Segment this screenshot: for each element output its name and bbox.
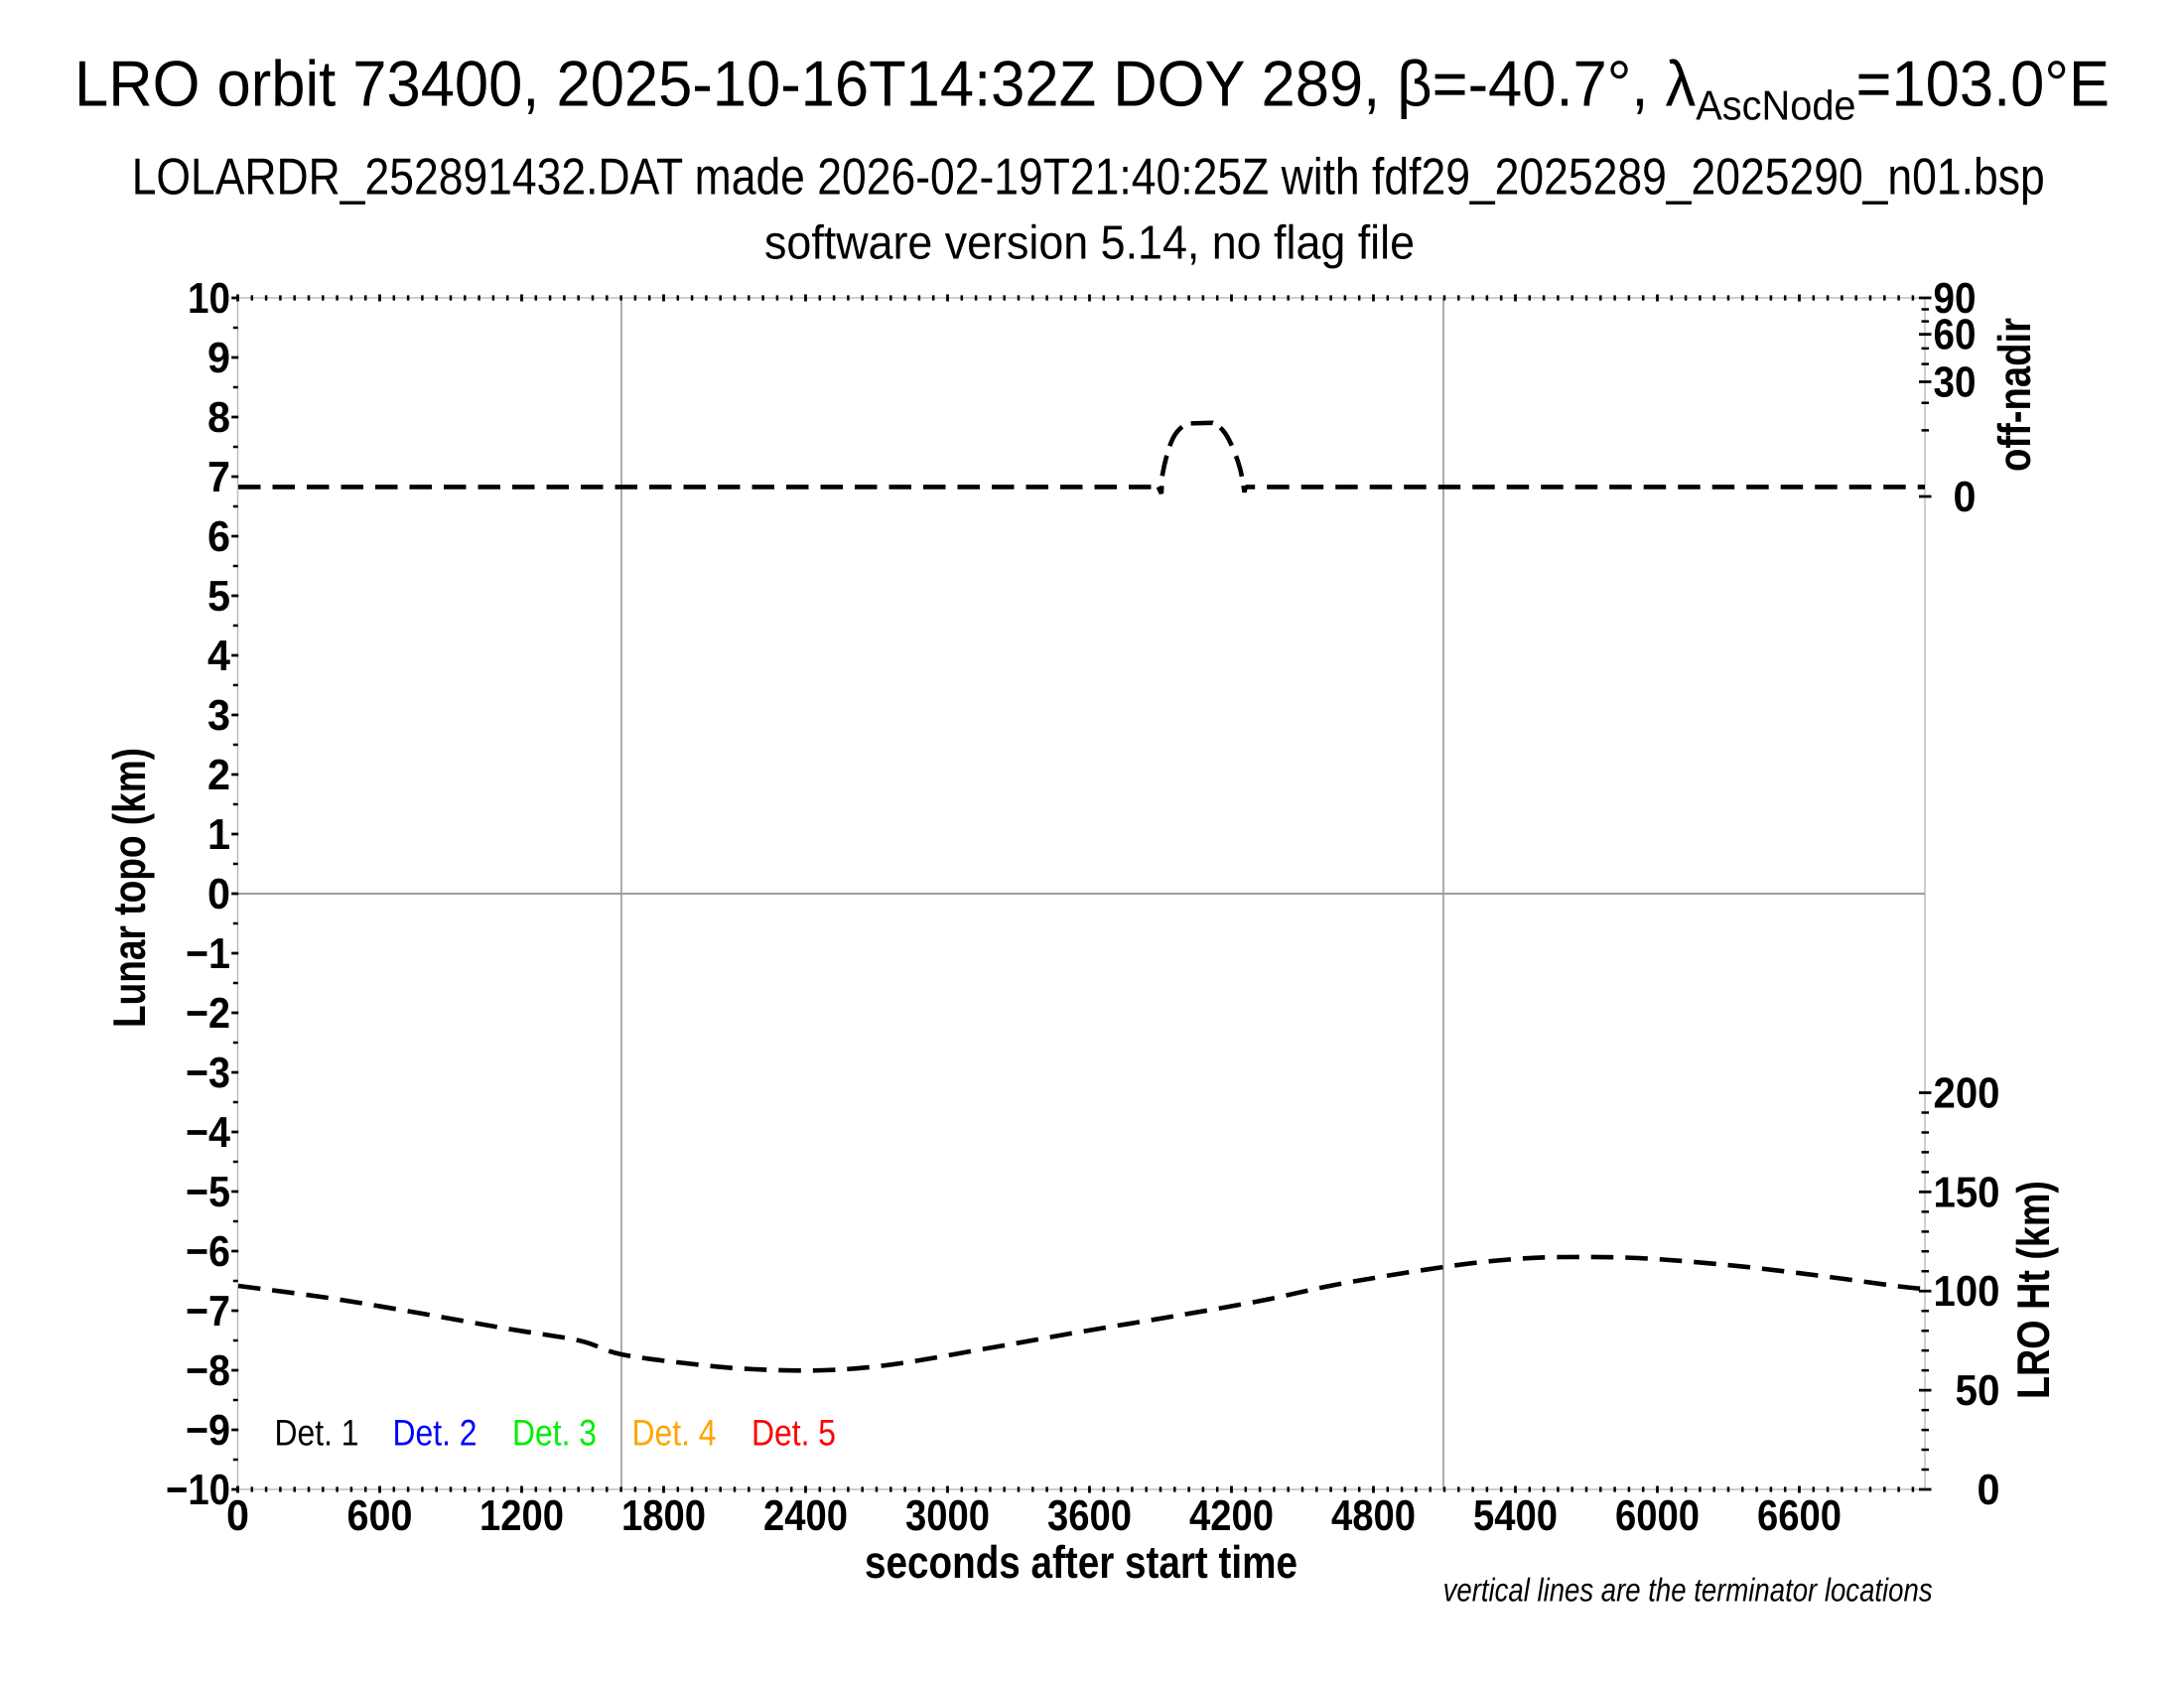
svg-text:−9: −9 — [186, 1407, 230, 1455]
svg-text:−7: −7 — [186, 1288, 230, 1336]
svg-text:8: 8 — [207, 394, 230, 442]
svg-text:600: 600 — [347, 1492, 413, 1540]
svg-text:100: 100 — [1934, 1268, 2000, 1316]
svg-text:vertical lines are the termina: vertical lines are the terminator locati… — [1443, 1572, 1933, 1609]
svg-text:1200: 1200 — [479, 1492, 564, 1540]
svg-text:4200: 4200 — [1189, 1492, 1274, 1540]
svg-text:LRO orbit 73400, 2025-10-16T14: LRO orbit 73400, 2025-10-16T14:32Z DOY 2… — [74, 48, 2110, 129]
svg-text:3000: 3000 — [905, 1492, 990, 1540]
svg-text:−5: −5 — [186, 1169, 230, 1216]
svg-text:9: 9 — [207, 335, 230, 382]
svg-text:3: 3 — [207, 692, 230, 740]
svg-text:−1: −1 — [186, 930, 230, 978]
svg-text:−6: −6 — [186, 1228, 230, 1276]
svg-text:Det. 4: Det. 4 — [632, 1413, 717, 1454]
svg-text:Det. 1: Det. 1 — [275, 1413, 359, 1454]
svg-text:0: 0 — [226, 1492, 249, 1540]
svg-text:0: 0 — [207, 871, 230, 918]
svg-text:7: 7 — [207, 454, 230, 501]
svg-text:2: 2 — [207, 752, 230, 799]
svg-text:−4: −4 — [186, 1109, 230, 1157]
svg-text:−8: −8 — [186, 1347, 230, 1395]
svg-text:seconds after start time: seconds after start time — [865, 1536, 1297, 1588]
svg-text:1: 1 — [207, 811, 230, 859]
svg-text:2400: 2400 — [763, 1492, 848, 1540]
svg-text:6: 6 — [207, 513, 230, 561]
svg-text:60: 60 — [1934, 312, 1977, 359]
svg-text:−3: −3 — [186, 1050, 230, 1097]
svg-text:150: 150 — [1934, 1169, 2000, 1216]
svg-text:Det. 2: Det. 2 — [393, 1413, 478, 1454]
svg-text:10: 10 — [188, 275, 230, 323]
svg-text:−2: −2 — [186, 990, 230, 1038]
svg-text:0: 0 — [1954, 474, 1977, 521]
svg-text:software version 5.14, no flag: software version 5.14, no flag file — [764, 217, 1415, 270]
svg-text:off-nadir: off-nadir — [1988, 318, 2040, 472]
svg-text:200: 200 — [1934, 1070, 2000, 1118]
svg-text:1800: 1800 — [621, 1492, 706, 1540]
svg-text:50: 50 — [1956, 1367, 2000, 1415]
svg-text:−10: −10 — [166, 1467, 230, 1514]
svg-text:30: 30 — [1934, 359, 1977, 407]
svg-text:6000: 6000 — [1615, 1492, 1700, 1540]
svg-text:6600: 6600 — [1757, 1492, 1842, 1540]
svg-text:4800: 4800 — [1331, 1492, 1416, 1540]
svg-text:5: 5 — [207, 573, 230, 621]
svg-text:5400: 5400 — [1473, 1492, 1558, 1540]
svg-text:LRO Ht (km): LRO Ht (km) — [2007, 1181, 2059, 1399]
svg-text:0: 0 — [1978, 1467, 2000, 1514]
svg-text:Det. 3: Det. 3 — [512, 1413, 597, 1454]
svg-text:Lunar topo (km): Lunar topo (km) — [103, 748, 155, 1028]
svg-text:4: 4 — [207, 633, 230, 680]
svg-text:90: 90 — [1934, 275, 1977, 323]
svg-text:3600: 3600 — [1047, 1492, 1132, 1540]
svg-text:Det. 5: Det. 5 — [751, 1413, 836, 1454]
svg-text:LOLARDR_252891432.DAT made 202: LOLARDR_252891432.DAT made 2026-02-19T21… — [132, 149, 2045, 207]
